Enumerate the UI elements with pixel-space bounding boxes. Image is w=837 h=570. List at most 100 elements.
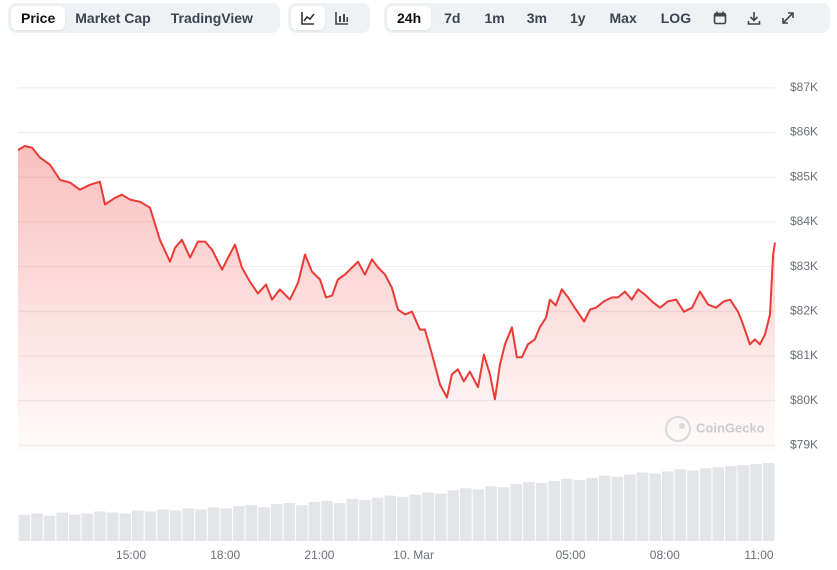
volume-bar xyxy=(371,497,384,541)
y-tick-label: $86K xyxy=(790,125,818,139)
download-button[interactable] xyxy=(737,6,771,30)
price-area xyxy=(18,146,775,452)
range-tab[interactable]: 7d xyxy=(444,10,461,26)
volume-bar xyxy=(636,472,649,541)
volume-bar xyxy=(258,507,270,541)
volume-bar xyxy=(321,500,333,541)
log-toggle[interactable]: LOG xyxy=(660,10,692,26)
volume-bar xyxy=(232,506,245,541)
range-tab[interactable]: Max xyxy=(609,10,637,26)
y-tick-label: $80K xyxy=(790,393,818,407)
volume-bar xyxy=(132,510,144,541)
volume-bar xyxy=(195,509,207,541)
range-tab[interactable]: 24h xyxy=(387,6,432,30)
volume-bar xyxy=(384,495,396,541)
watermark: CoinGecko xyxy=(665,416,765,442)
view-tab[interactable]: TradingView xyxy=(170,10,253,26)
x-tick-label: 11:00 xyxy=(744,548,773,562)
volume-bar xyxy=(220,508,232,541)
range-tab[interactable]: 3m xyxy=(526,10,547,26)
volume-bar xyxy=(207,507,220,541)
volume-bar xyxy=(687,470,699,541)
x-tick-label: 05:00 xyxy=(556,548,586,562)
line-icon xyxy=(301,12,315,25)
y-tick-label: $84K xyxy=(790,214,818,228)
volume-bar xyxy=(485,486,497,541)
range-tab[interactable]: 1m xyxy=(484,10,505,26)
volume-bar xyxy=(598,475,611,541)
volume-bar xyxy=(270,504,283,541)
volume-bar xyxy=(434,493,447,541)
volume-bar xyxy=(31,513,43,541)
volume-bar xyxy=(144,511,157,541)
volume-bar xyxy=(586,477,598,541)
x-tick-label: 10. Mar xyxy=(393,548,434,562)
volume-bar xyxy=(81,513,94,541)
volume-bar xyxy=(346,498,359,541)
y-tick-label: $83K xyxy=(790,259,818,273)
volume-bar xyxy=(157,509,169,541)
volume-bar xyxy=(308,502,321,541)
volume-bar xyxy=(699,468,712,541)
volume-bar xyxy=(245,505,258,541)
range-tab[interactable]: 1y xyxy=(569,10,586,26)
volume-bar xyxy=(333,503,346,541)
candle-chart-button[interactable] xyxy=(325,6,359,30)
x-tick-label: 21:00 xyxy=(304,548,334,562)
price-line xyxy=(17,145,776,401)
volume-bar xyxy=(611,476,624,541)
volume-bar xyxy=(182,508,195,541)
volume-bar xyxy=(472,489,485,541)
volume-bar xyxy=(18,514,31,541)
x-tick-label: 08:00 xyxy=(650,548,680,562)
y-tick-label: $79K xyxy=(790,437,818,451)
fullscreen-button[interactable] xyxy=(771,6,805,30)
volume-bar xyxy=(523,481,535,541)
volume-bar xyxy=(119,513,132,541)
volume-bar xyxy=(169,510,182,541)
chart-style xyxy=(288,3,370,33)
volume-bar xyxy=(750,464,762,541)
volume-bar xyxy=(548,480,561,541)
volume-bar xyxy=(712,467,725,541)
x-tick-label: 15:00 xyxy=(116,548,146,562)
download-icon xyxy=(747,12,761,25)
calendar-icon xyxy=(713,11,727,25)
candle-icon xyxy=(335,12,348,25)
volume-bar xyxy=(106,512,119,541)
volume-bar xyxy=(510,484,523,541)
volume-bar xyxy=(94,511,106,541)
y-tick-label: $85K xyxy=(790,169,818,183)
volume-bar xyxy=(497,487,510,541)
view-tab[interactable]: Price xyxy=(11,6,66,30)
volume-bar xyxy=(68,514,81,541)
expand-icon xyxy=(782,12,794,24)
volume-bar xyxy=(535,483,548,541)
volume-bar xyxy=(649,473,661,541)
volume-bar xyxy=(397,496,409,541)
y-tick-label: $81K xyxy=(790,348,818,362)
x-tick-label: 18:00 xyxy=(210,548,240,562)
watermark-text: CoinGecko xyxy=(696,420,765,435)
volume-bar xyxy=(573,479,586,541)
volume-bar xyxy=(661,471,674,541)
volume-bar xyxy=(762,463,775,541)
calendar-button[interactable] xyxy=(703,6,737,30)
volume-bar xyxy=(737,465,750,541)
volume-bar xyxy=(43,515,56,541)
volume-bar xyxy=(359,499,371,541)
line-chart-button[interactable] xyxy=(291,6,325,30)
volume-bar xyxy=(296,505,308,541)
view-tabs: Price Market Cap TradingView xyxy=(8,3,280,33)
volume-bar xyxy=(624,474,636,541)
volume-bar xyxy=(283,503,296,541)
volume-bar xyxy=(561,478,573,541)
view-tab[interactable]: Market Cap xyxy=(75,10,151,26)
volume-bar xyxy=(460,488,472,541)
volume-bar xyxy=(447,490,460,541)
volume-bar xyxy=(725,466,737,541)
volume-bar xyxy=(409,494,422,541)
volume-bar xyxy=(56,512,68,541)
